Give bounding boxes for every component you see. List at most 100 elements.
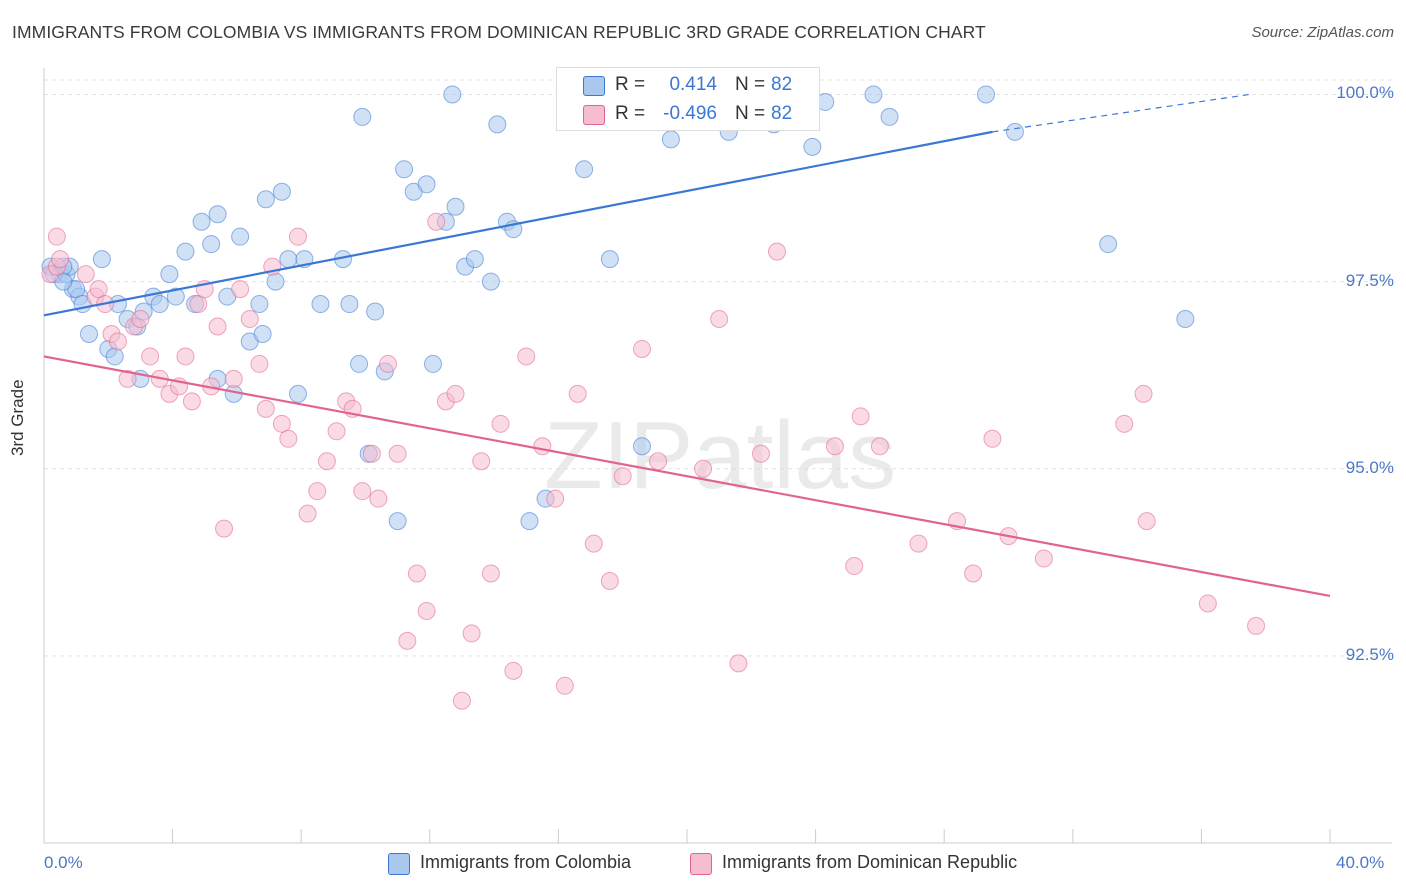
x-tick-label-min: 0.0% — [44, 853, 83, 872]
dominican-point — [1198, 594, 1217, 613]
dominican-point — [452, 691, 471, 710]
legend-r-value: 0.414 — [669, 74, 717, 95]
dominican-point — [909, 534, 928, 553]
dominican-point — [1247, 616, 1266, 635]
colombia-point — [250, 295, 269, 314]
colombia-point — [353, 107, 372, 126]
colombia-point — [976, 85, 995, 104]
x-tick-label-max: 40.0% — [1336, 853, 1385, 872]
dominican-point — [379, 354, 398, 373]
colombia-point — [465, 250, 484, 269]
source-credit[interactable]: Source: ZipAtlas.com — [1251, 24, 1394, 41]
colombia-point — [92, 250, 111, 269]
colombia-point — [253, 324, 272, 343]
dominican-point — [388, 444, 407, 463]
colombia-point — [520, 512, 539, 531]
colombia-point — [272, 182, 291, 201]
dominican-point — [533, 437, 552, 456]
colombia-trend-extension — [992, 93, 1250, 133]
legend-swatch-dominican — [690, 853, 712, 875]
legend-r-label: R = — [615, 74, 646, 95]
dominican-point — [189, 295, 208, 314]
dominican-point — [182, 392, 201, 411]
dominican-point — [353, 482, 372, 501]
trend-lines — [43, 93, 1331, 598]
dominican-point — [362, 444, 381, 463]
dominican-point — [694, 459, 713, 478]
colombia-point — [443, 85, 462, 104]
dominican-point — [317, 452, 336, 471]
dominican-point — [369, 489, 388, 508]
colombia-point — [202, 235, 221, 254]
dominican-point — [446, 384, 465, 403]
colombia-point — [150, 295, 169, 314]
y-tick-label: 100.0% — [1336, 83, 1394, 103]
dominican-point — [298, 504, 317, 523]
dominican-point — [649, 452, 668, 471]
colombia-point — [388, 512, 407, 531]
dominican-point — [1115, 414, 1134, 433]
watermark: ZIPatlas — [544, 402, 896, 509]
dominican-point — [983, 429, 1002, 448]
dominican-point — [851, 407, 870, 426]
colombia-point — [864, 85, 883, 104]
colombia-point — [256, 190, 275, 209]
colombia-point — [311, 295, 330, 314]
dominican-point — [1137, 512, 1156, 531]
colombia-point — [80, 324, 99, 343]
dominican-point — [462, 624, 481, 643]
colombia-point — [880, 107, 899, 126]
colombia-point — [417, 175, 436, 194]
dominican-point — [600, 572, 619, 591]
legend-r-label: R = — [615, 103, 646, 124]
y-tick-label: 92.5% — [1345, 644, 1394, 664]
dominican-point — [613, 467, 632, 486]
legend-label-dominican: Immigrants from Dominican Republic — [722, 852, 1018, 872]
colombia-point — [424, 354, 443, 373]
dominican-point — [546, 489, 565, 508]
dominican-point — [176, 347, 195, 366]
dominican-point — [768, 242, 787, 261]
dominican-point — [256, 399, 275, 418]
dominican-point — [568, 384, 587, 403]
dominican-point — [632, 339, 651, 358]
colombia-point — [266, 272, 285, 291]
dominican-point — [272, 414, 291, 433]
correlation-legend: R = 0.414 N = 82 R = -0.496 N = 82 — [556, 67, 820, 131]
legend-swatch-pink — [583, 105, 605, 125]
dominican-point — [504, 661, 523, 680]
legend-row-dominican: R = -0.496 N = 82 — [557, 101, 819, 129]
colombia-point — [803, 137, 822, 156]
colombia-point — [340, 295, 359, 314]
colombia-point — [160, 265, 179, 284]
dominican-point — [208, 317, 227, 336]
colombia-point — [288, 384, 307, 403]
chart-title: IMMIGRANTS FROM COLOMBIA VS IMMIGRANTS F… — [12, 22, 986, 42]
dominican-point — [427, 212, 446, 231]
dominican-point — [417, 601, 436, 620]
dominican-point — [118, 369, 137, 388]
legend-r-value: -0.496 — [663, 103, 717, 124]
colombia-point — [192, 212, 211, 231]
dominican-point — [481, 564, 500, 583]
series-legend: Immigrants from Colombia Immigrants from… — [0, 852, 1406, 878]
legend-n-value: 82 — [771, 74, 793, 95]
dominican-point — [729, 654, 748, 673]
colombia-point — [208, 205, 227, 224]
dominican-point — [710, 310, 729, 329]
dominican-point — [584, 534, 603, 553]
dominican-trend-line — [43, 355, 1331, 598]
colombia-point — [350, 354, 369, 373]
legend-swatch-blue — [583, 76, 605, 96]
dominican-point — [47, 227, 66, 246]
dominican-point — [131, 310, 150, 329]
legend-n-value: 82 — [771, 103, 793, 124]
colombia-point — [575, 160, 594, 179]
axes — [43, 68, 1392, 844]
legend-n-label: N = — [735, 74, 766, 95]
dominican-point — [1134, 384, 1153, 403]
dominican-point — [51, 250, 70, 269]
colombia-point — [488, 115, 507, 134]
dominican-point — [327, 422, 346, 441]
